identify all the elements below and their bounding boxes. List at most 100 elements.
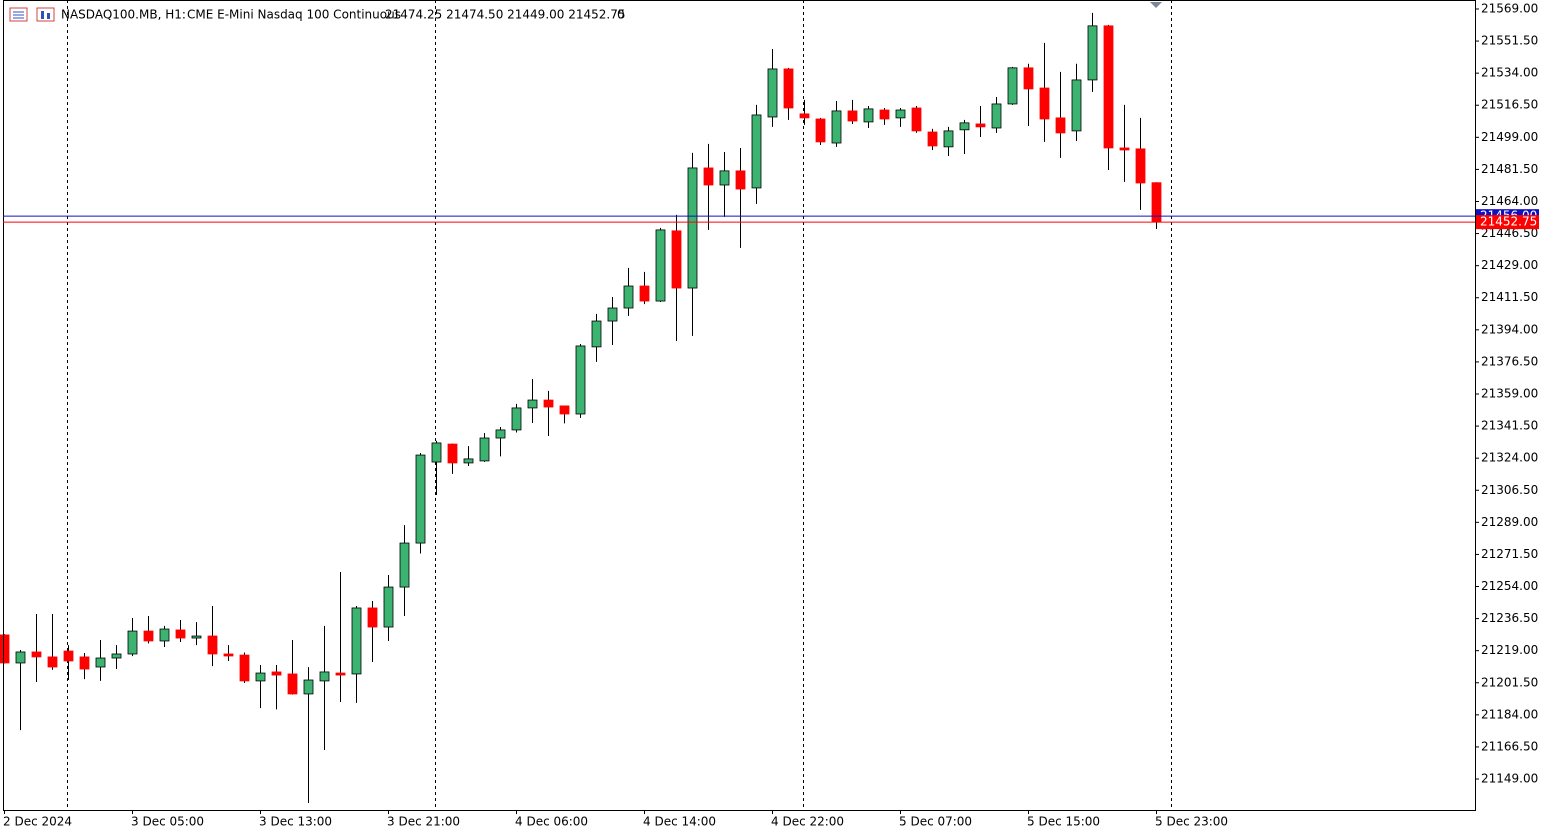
icon-bar [41,11,44,19]
candle-body [1023,67,1034,90]
candle-body [15,651,26,664]
x-tick-label: 5 Dec 23:00 [1155,815,1228,829]
y-tick-label: 21254.00 [1481,579,1538,593]
price-label-box [1476,215,1539,230]
candle-body [447,443,458,464]
y-tick-label: 21149.00 [1481,772,1538,786]
y-tick-label: 21429.00 [1481,258,1538,272]
candle-body [591,320,602,348]
candle-body [623,285,634,309]
price-label: 21452.75 [1480,215,1537,229]
y-tick-label: 21236.50 [1481,611,1538,625]
y-tick-label: 21184.00 [1481,707,1538,721]
candle-body [255,672,266,682]
symbol: NASDAQ100.MB, H1: [61,8,186,22]
candle-body [863,108,874,123]
candle-body [975,123,986,128]
x-tick-label: 3 Dec 05:00 [131,815,204,829]
candle-body [1103,25,1114,149]
candle-body [575,345,586,415]
candle-body [383,586,394,628]
icon-bar [47,13,50,19]
candle-body [543,399,554,408]
candle-body [511,407,522,431]
candle-body [335,672,346,676]
candle-body [479,437,490,462]
header-icons [9,7,55,22]
candle-body [815,118,826,143]
x-tick-label: 4 Dec 22:00 [771,815,844,829]
candle-body [703,167,714,186]
candle-body [351,607,362,675]
candle-body [847,110,858,122]
candle-body [47,656,58,668]
candle-body [895,109,906,119]
candle-body [79,656,90,670]
y-tick-label: 21324.00 [1481,451,1538,465]
candle-body [1135,148,1146,184]
candle-body [143,630,154,642]
candle-body [767,68,778,118]
candle-body [607,307,618,322]
y-tick-label: 21166.50 [1481,739,1538,753]
candle-body [1087,25,1098,81]
volume: 0 [617,8,625,22]
y-tick-label: 21201.50 [1481,675,1538,689]
candle-body [271,671,282,676]
y-tick-label: 21271.50 [1481,547,1538,561]
y-tick-label: 21306.50 [1481,483,1538,497]
candle-body [495,429,506,439]
icon [36,7,55,22]
candle-body [431,442,442,463]
candle-body [1055,117,1066,134]
candle-body [927,131,938,147]
candle-body [63,650,74,662]
candle-body [1119,147,1130,151]
candle-body [671,230,682,289]
plot-frame [3,0,1476,811]
y-tick-label: 21446.50 [1481,226,1538,240]
candle-body [191,635,202,639]
x-tick-label: 4 Dec 06:00 [515,815,588,829]
candle-body [687,167,698,289]
ohlc: 21474.25 21474.50 21449.00 21452.75 [385,8,625,22]
candle-body [559,405,570,415]
candle-body [751,114,762,189]
candle-body [735,170,746,190]
y-tick-label: 21219.00 [1481,643,1538,657]
y-tick-label: 21359.00 [1481,386,1538,400]
candle-body [399,542,410,588]
candle-body [319,671,330,682]
candles [0,12,1162,804]
y-tick-label: 21376.50 [1481,354,1538,368]
candle-body [367,607,378,628]
y-tick-label: 21341.50 [1481,419,1538,433]
candle-body [111,653,122,659]
y-tick-label: 21289.00 [1481,515,1538,529]
y-tick-label: 21551.50 [1481,34,1538,48]
period-separators [67,0,1172,810]
y-tick-label: 21411.50 [1481,290,1538,304]
candle-body [127,630,138,655]
candle-body [943,130,954,148]
candle-body [95,657,106,668]
candle-body [0,634,10,664]
candle-body [831,110,842,144]
shift-marker [1150,2,1162,8]
y-tick-label: 21394.00 [1481,322,1538,336]
candle-body [911,107,922,132]
candle-body [239,654,250,682]
x-tick-label: 3 Dec 21:00 [387,815,460,829]
candle-body [991,103,1002,129]
candle-body [303,679,314,695]
candle-body [287,673,298,695]
candle-body [799,113,810,119]
candle-body [1071,79,1082,132]
candle-body [527,399,538,409]
candle-body [879,109,890,120]
candle-body [1007,67,1018,105]
candle-body [223,653,234,657]
candle-body [1039,87,1050,120]
